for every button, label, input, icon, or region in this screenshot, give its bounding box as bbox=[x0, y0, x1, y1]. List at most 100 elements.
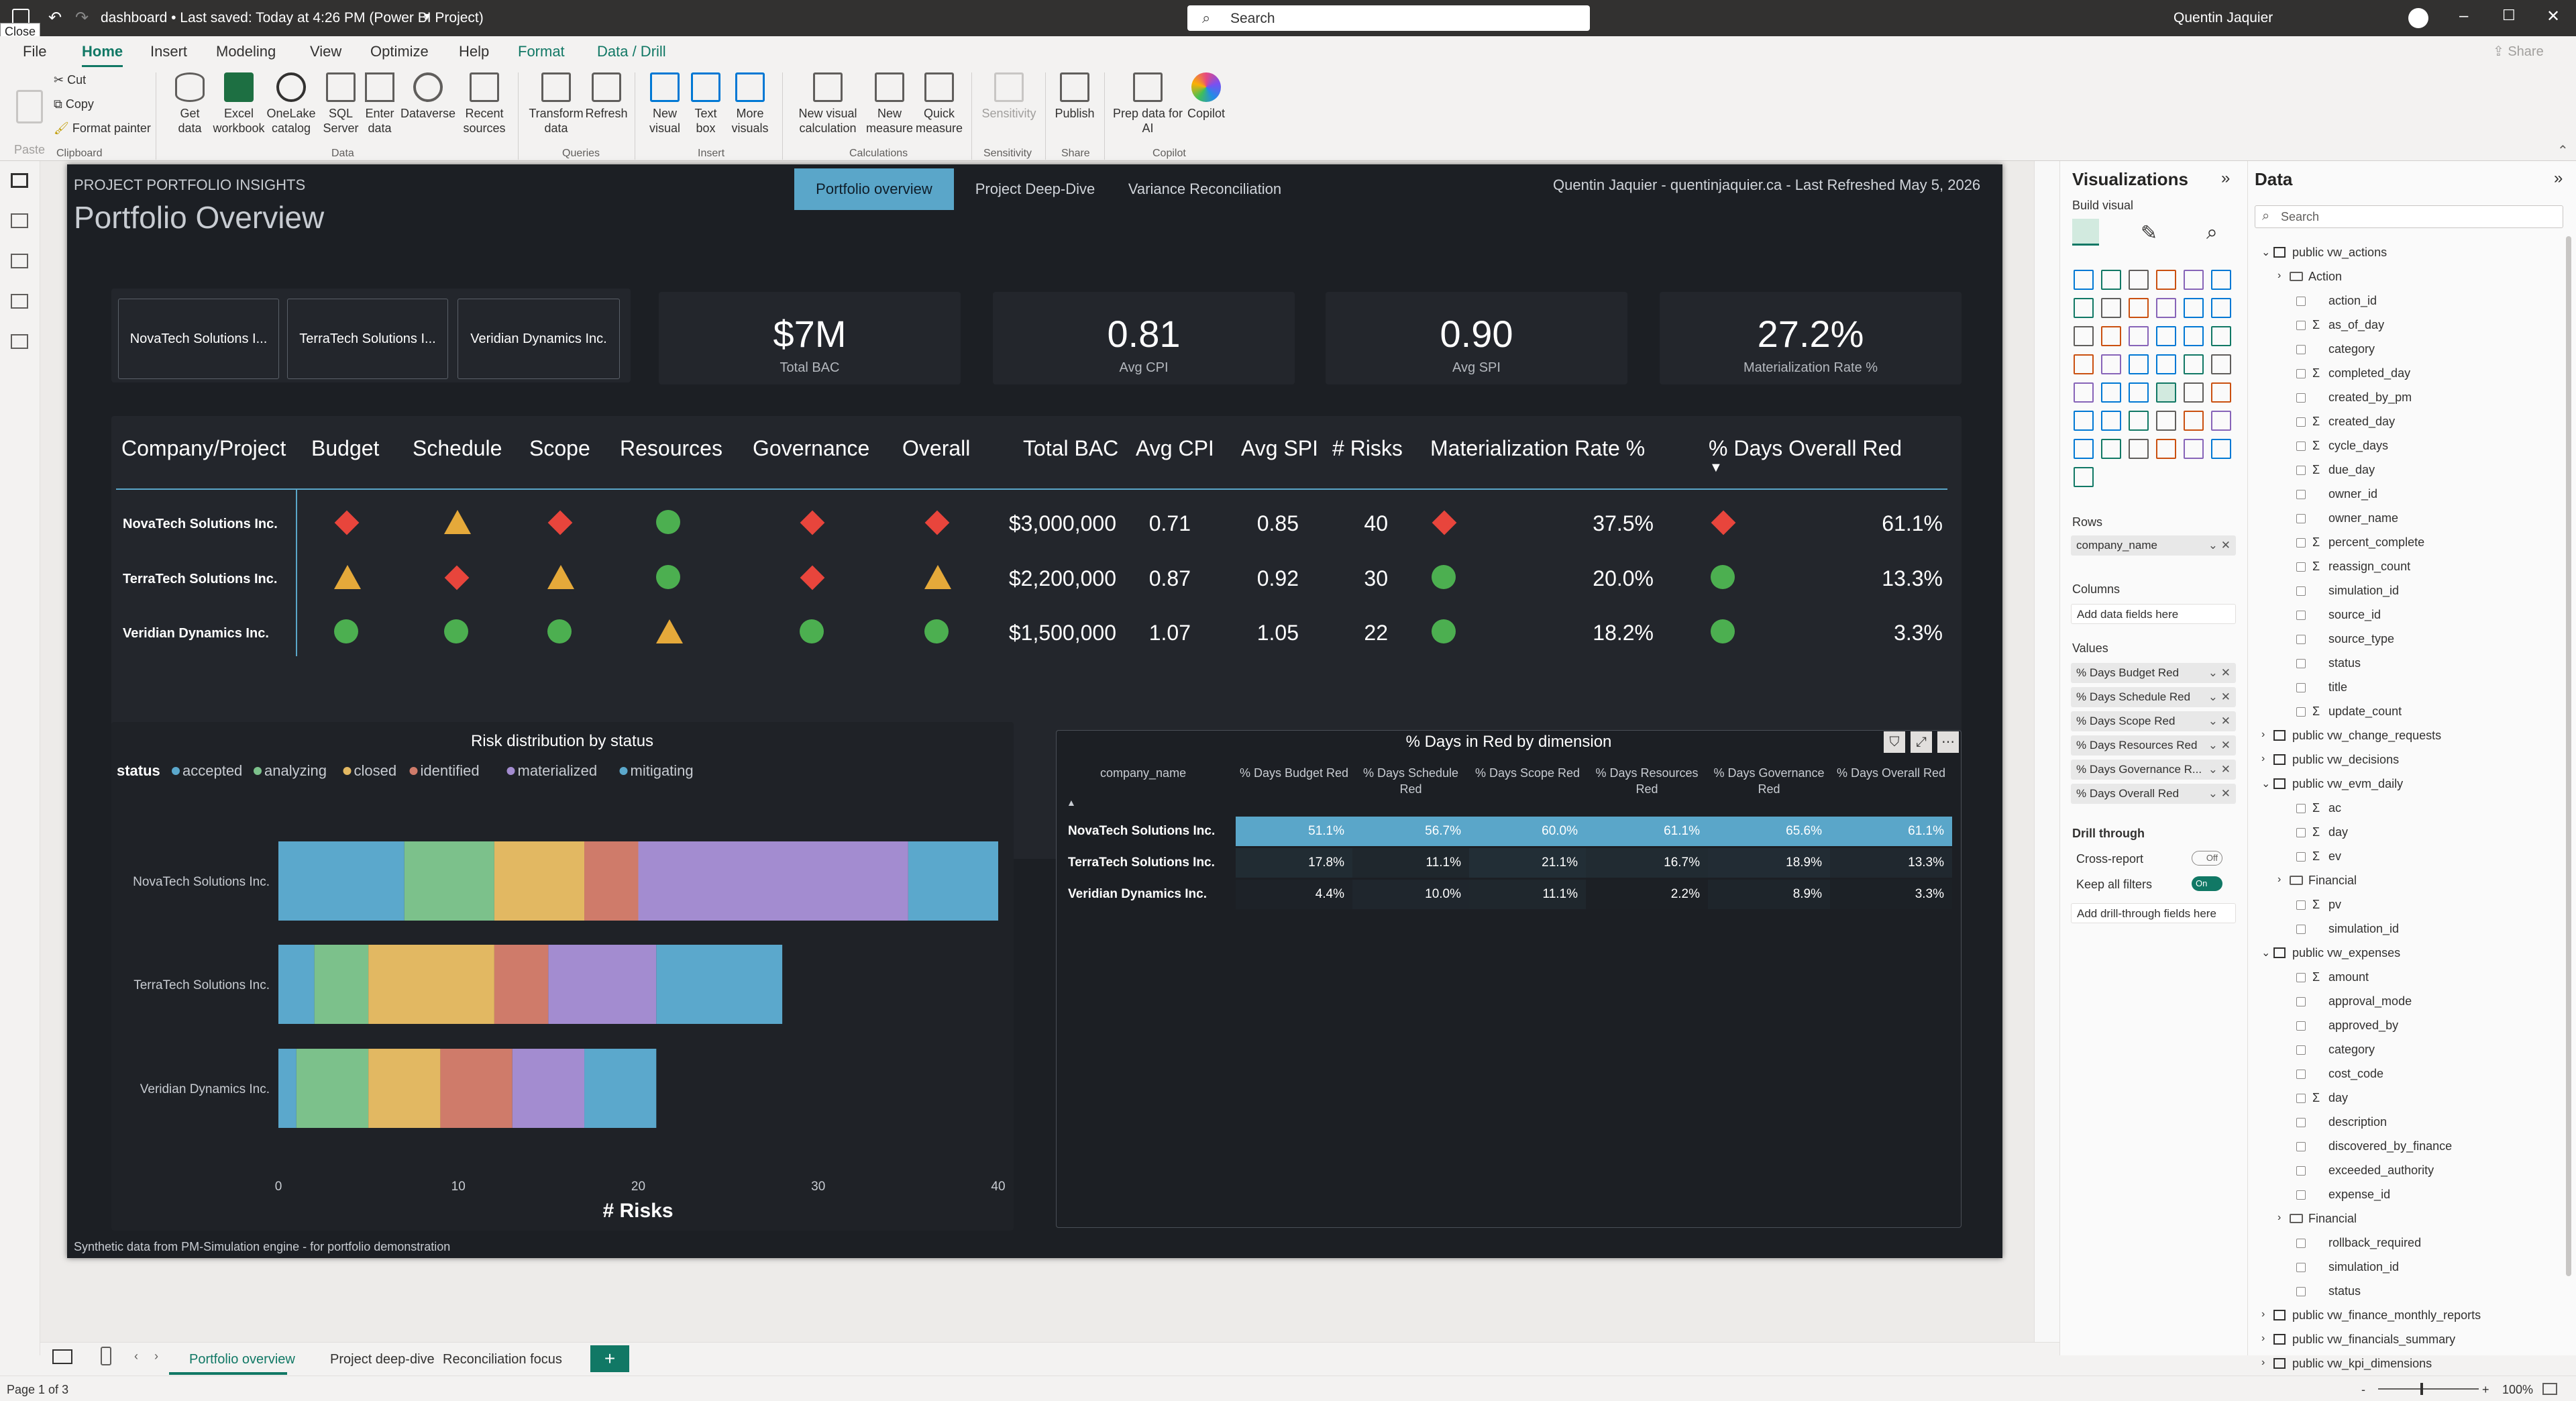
legend-entry[interactable]: accepted bbox=[182, 762, 242, 779]
slicer-item[interactable]: NovaTech Solutions I... bbox=[118, 299, 279, 379]
remove-field-icon[interactable]: ⌄ ✕ bbox=[2208, 715, 2231, 727]
pct-row-header[interactable]: NovaTech Solutions Inc. bbox=[1068, 824, 1216, 838]
dax-query-view-icon[interactable] bbox=[11, 294, 28, 309]
pct-cell[interactable]: 18.9% bbox=[1708, 848, 1830, 878]
tab-modeling[interactable]: Modeling bbox=[216, 43, 276, 60]
pct-col-header[interactable]: % Days Overall Red bbox=[1836, 766, 1946, 780]
field-checkbox[interactable] bbox=[2296, 900, 2306, 910]
field-name[interactable]: rollback_required bbox=[2328, 1236, 2422, 1249]
quick-measure-button[interactable]: Quick measure bbox=[914, 72, 965, 136]
bar-segment-analyzing[interactable] bbox=[314, 945, 369, 1024]
visual-type-icon[interactable] bbox=[2101, 411, 2121, 431]
col-header-avg-cpi[interactable]: Avg CPI bbox=[1136, 436, 1214, 460]
remove-field-icon[interactable]: ⌄ ✕ bbox=[2208, 539, 2231, 552]
onelake-catalog-button[interactable]: OneLake catalog bbox=[264, 72, 318, 136]
remove-field-icon[interactable]: ⌄ ✕ bbox=[2208, 690, 2231, 703]
bar-segment-mitigating[interactable] bbox=[908, 841, 998, 921]
paste-button[interactable]: Paste bbox=[9, 75, 50, 157]
visual-type-icon[interactable] bbox=[2211, 298, 2231, 318]
tab-data-drill[interactable]: Data / Drill bbox=[597, 43, 666, 60]
field-checkbox[interactable] bbox=[2296, 1142, 2306, 1151]
visual-type-icon[interactable] bbox=[2184, 411, 2204, 431]
slicer-item[interactable]: TerraTech Solutions I... bbox=[287, 299, 448, 379]
field-name[interactable]: created_day bbox=[2328, 415, 2396, 428]
field-checkbox[interactable] bbox=[2296, 683, 2306, 692]
enter-data-button[interactable]: Enter data bbox=[360, 72, 400, 136]
remove-field-icon[interactable]: ⌄ ✕ bbox=[2208, 739, 2231, 751]
field-checkbox[interactable] bbox=[2296, 1190, 2306, 1200]
col-header-budget[interactable]: Budget bbox=[311, 436, 380, 460]
pct-col-header[interactable]: company_name bbox=[1100, 766, 1187, 780]
field-checkbox[interactable] bbox=[2296, 562, 2306, 572]
pct-cell[interactable]: 65.6% bbox=[1708, 817, 1830, 846]
field-checkbox[interactable] bbox=[2296, 1118, 2306, 1127]
chevron-right-icon[interactable]: › bbox=[2277, 874, 2282, 885]
field-checkbox[interactable] bbox=[2296, 297, 2306, 306]
pct-cell[interactable]: 21.1% bbox=[1469, 848, 1586, 878]
visual-type-icon[interactable] bbox=[2211, 411, 2231, 431]
nav-portfolio-overview[interactable]: Portfolio overview bbox=[794, 168, 954, 210]
dataverse-button[interactable]: Dataverse bbox=[400, 72, 456, 121]
field-checkbox[interactable] bbox=[2296, 393, 2306, 403]
copilot-button[interactable]: Copilot bbox=[1182, 72, 1230, 121]
field-name[interactable]: owner_name bbox=[2328, 511, 2399, 525]
chevron-down-icon[interactable]: ⌄ bbox=[2261, 247, 2271, 258]
col-header-governance[interactable]: Governance bbox=[753, 436, 870, 460]
field-checkbox[interactable] bbox=[2296, 925, 2306, 934]
bar-segment-materialized[interactable] bbox=[512, 1049, 585, 1128]
prep-data-ai-button[interactable]: Prep data for AI bbox=[1108, 72, 1187, 136]
field-name[interactable]: exceeded_authority bbox=[2328, 1163, 2434, 1177]
field-checkbox[interactable] bbox=[2296, 417, 2306, 427]
tab-file[interactable]: File bbox=[23, 43, 47, 60]
filters-pane-collapsed[interactable] bbox=[2034, 161, 2059, 1342]
chevron-right-icon[interactable]: › bbox=[2261, 753, 2265, 764]
table-name[interactable]: public vw_actions bbox=[2292, 246, 2387, 259]
nav-project-deep-dive[interactable]: Project Deep-Dive bbox=[975, 180, 1095, 197]
zoom-slider[interactable] bbox=[2378, 1388, 2479, 1390]
visual-type-icon[interactable] bbox=[2074, 354, 2094, 374]
field-checkbox[interactable] bbox=[2296, 466, 2306, 475]
field-name[interactable]: cycle_days bbox=[2328, 439, 2389, 452]
field-name[interactable]: ev bbox=[2328, 849, 2342, 863]
pct-col-header[interactable]: % Days Budget Red bbox=[1239, 766, 1349, 780]
field-name[interactable]: approved_by bbox=[2328, 1019, 2399, 1032]
bar-segment-materialized[interactable] bbox=[548, 945, 657, 1024]
values-field-chip[interactable]: % Days Governance R... ⌄ ✕ bbox=[2071, 760, 2236, 780]
pct-row-header[interactable]: Veridian Dynamics Inc. bbox=[1068, 887, 1207, 901]
field-checkbox[interactable] bbox=[2296, 369, 2306, 378]
field-checkbox[interactable] bbox=[2296, 321, 2306, 330]
remove-field-icon[interactable]: ⌄ ✕ bbox=[2208, 787, 2231, 800]
legend-entry[interactable]: materialized bbox=[518, 762, 598, 779]
transform-data-button[interactable]: Transform data bbox=[526, 72, 586, 136]
new-measure-button[interactable]: New measure bbox=[865, 72, 914, 136]
visual-type-icon[interactable] bbox=[2129, 326, 2149, 346]
visual-type-icon[interactable] bbox=[2156, 326, 2176, 346]
text-box-button[interactable]: Text box bbox=[687, 72, 724, 136]
table-name[interactable]: public vw_finance_monthly_reports bbox=[2292, 1308, 2481, 1322]
visual-type-icon[interactable] bbox=[2156, 354, 2176, 374]
col-header-company[interactable]: Company/Project bbox=[121, 436, 286, 460]
col-header-schedule[interactable]: Schedule bbox=[413, 436, 502, 460]
pct-cell[interactable]: 61.1% bbox=[1830, 817, 1952, 846]
last-page-icon[interactable]: › bbox=[154, 1349, 158, 1363]
format-painter-button[interactable]: 🖌 Format painter bbox=[54, 121, 151, 136]
get-data-button[interactable]: Get data bbox=[166, 72, 213, 136]
desktop-layout-icon[interactable] bbox=[52, 1349, 72, 1364]
folder-name[interactable]: Financial bbox=[2308, 1212, 2357, 1225]
col-header-avg-spi[interactable]: Avg SPI bbox=[1241, 436, 1319, 460]
visual-type-icon[interactable] bbox=[2184, 382, 2204, 403]
chevron-down-icon[interactable]: ▾ bbox=[424, 9, 431, 23]
bar-segment-closed[interactable] bbox=[494, 841, 585, 921]
field-name[interactable]: percent_complete bbox=[2328, 535, 2425, 549]
legend-entry[interactable]: closed bbox=[354, 762, 397, 779]
visual-type-icon[interactable] bbox=[2129, 298, 2149, 318]
chevron-right-icon[interactable]: › bbox=[2277, 270, 2282, 281]
format-visual-tab-icon[interactable]: ✎ bbox=[2141, 222, 2158, 244]
tab-optimize[interactable]: Optimize bbox=[370, 43, 429, 60]
values-field-chip[interactable]: % Days Budget Red ⌄ ✕ bbox=[2071, 663, 2236, 683]
table-name[interactable]: public vw_change_requests bbox=[2292, 729, 2442, 742]
more-visuals-button[interactable]: More visuals bbox=[724, 72, 775, 136]
field-name[interactable]: simulation_id bbox=[2328, 922, 2400, 935]
bar-segment-analyzing[interactable] bbox=[296, 1049, 369, 1128]
visual-type-icon[interactable] bbox=[2184, 326, 2204, 346]
